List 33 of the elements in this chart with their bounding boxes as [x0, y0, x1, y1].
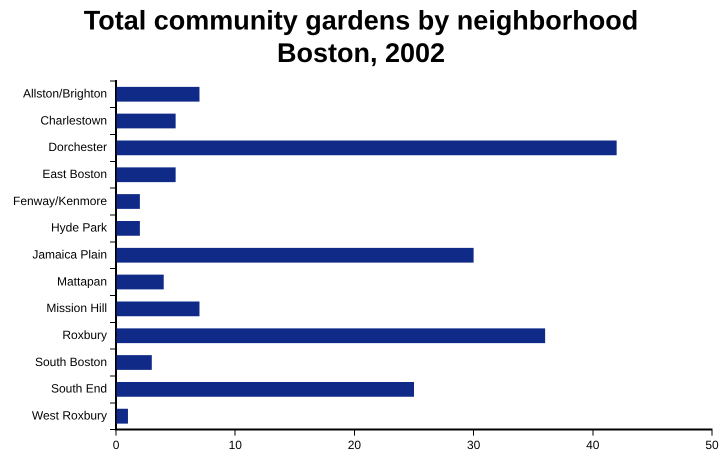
y-tick-label: Fenway/Kenmore: [12, 194, 108, 208]
y-tick-label: Roxbury: [62, 328, 108, 342]
bar: [116, 114, 176, 128]
bar: [116, 248, 474, 263]
y-tick-label: Charlestown: [40, 113, 108, 128]
x-tick-label: 30: [466, 438, 481, 452]
y-tick-label: Mattapan: [56, 274, 108, 288]
bar: [116, 220, 140, 236]
bar: [116, 140, 617, 156]
bar: [116, 328, 546, 344]
bar: [116, 301, 200, 316]
bar: [116, 408, 128, 424]
bar: [116, 274, 164, 290]
bar: [116, 355, 152, 370]
bar: [116, 167, 176, 182]
bar: [116, 86, 200, 102]
y-tick-label: Dorchester: [48, 140, 108, 154]
y-tick-label: South Boston: [34, 354, 108, 369]
x-tick-label: 20: [348, 438, 362, 452]
bar: [116, 194, 140, 209]
x-tick-label: 10: [228, 438, 242, 452]
y-tick-label: Jamaica Plain: [32, 248, 108, 262]
y-tick-label: West Roxbury: [32, 408, 108, 422]
y-tick-label: Allston/Brighton: [22, 86, 108, 101]
x-tick-label: 40: [586, 438, 600, 452]
chart-title: Total community gardens by neighborhood Boston, 2002: [84, 6, 638, 68]
y-tick-label: Mission Hill: [46, 301, 108, 316]
y-tick-label: Hyde Park: [51, 220, 108, 235]
y-tick-label: East Boston: [42, 167, 108, 182]
x-tick-label: 50: [705, 438, 719, 452]
bar: [116, 382, 414, 397]
y-tick-label: South End: [50, 382, 108, 396]
x-tick-label: 0: [112, 438, 120, 452]
